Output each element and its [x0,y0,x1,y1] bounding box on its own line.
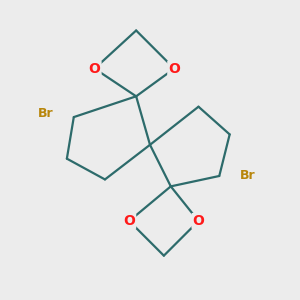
Text: Br: Br [240,169,256,182]
Text: O: O [88,61,101,76]
Text: O: O [168,61,180,76]
Text: Br: Br [38,107,53,120]
Text: O: O [123,214,135,228]
Text: O: O [193,214,204,228]
